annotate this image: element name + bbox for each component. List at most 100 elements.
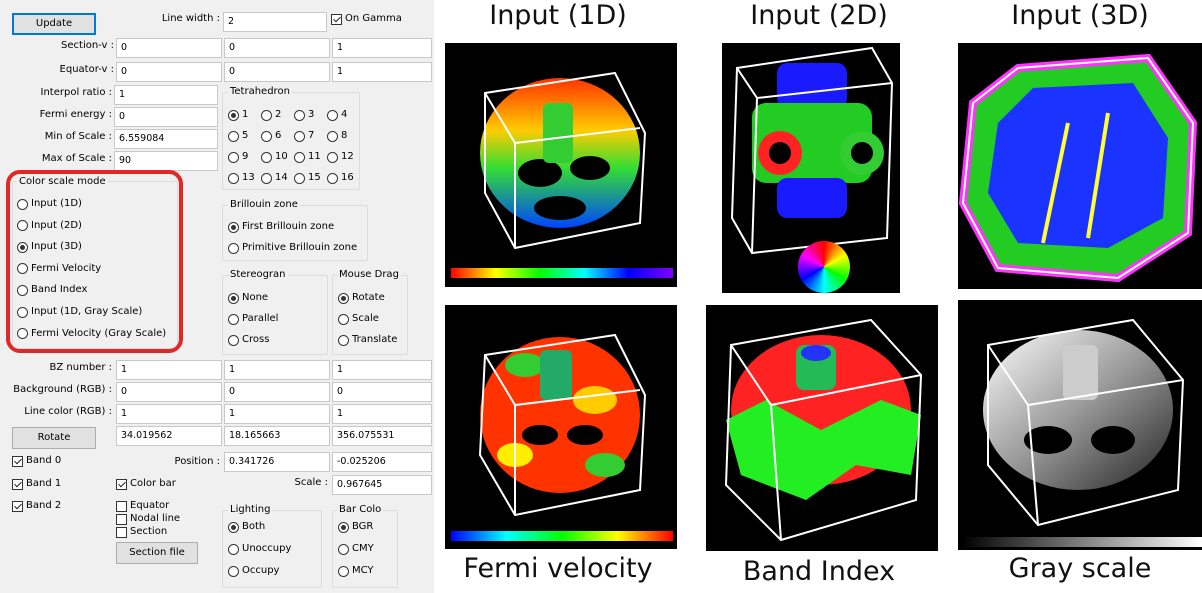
tetrahedron-radio-2[interactable]: 2 xyxy=(261,108,281,122)
checkbox-icon xyxy=(12,500,23,512)
lighting-radio-unoccupy[interactable]: Unoccupy xyxy=(228,542,291,556)
tetrahedron-radio-6[interactable]: 6 xyxy=(261,129,281,143)
brillouin-zone-outline xyxy=(478,333,647,517)
bar-color-option-label: BGR xyxy=(352,521,374,532)
tetrahedron-option-label: 9 xyxy=(242,151,249,162)
lighting-option-label: Both xyxy=(242,521,266,532)
color-bar xyxy=(451,268,673,278)
line-color-g-input[interactable]: 1 xyxy=(224,404,330,424)
band0-checkbox[interactable]: Band 0 xyxy=(12,454,61,468)
mouse-drag-radio-translate[interactable]: Translate xyxy=(338,333,397,347)
lighting-option-label: Occupy xyxy=(242,565,280,576)
bar-color-radio-cmy[interactable]: CMY xyxy=(338,542,374,556)
tetrahedron-radio-8[interactable]: 8 xyxy=(327,129,347,143)
section-file-button[interactable]: Section file xyxy=(116,542,198,564)
figure-input-3d xyxy=(958,43,1202,289)
section-checkbox[interactable]: Section xyxy=(116,525,167,539)
figure-band-index xyxy=(706,305,938,551)
tetrahedron-radio-13[interactable]: 13 xyxy=(228,171,255,185)
background-rgb-label: Background (RGB) : xyxy=(13,384,112,395)
tetrahedron-option-label: 5 xyxy=(242,130,249,141)
rotate-x-input[interactable]: 34.019562 xyxy=(116,426,222,446)
update-button[interactable]: Update xyxy=(12,13,96,35)
min-scale-input[interactable]: 6.559084 xyxy=(114,129,218,149)
radio-icon xyxy=(327,109,338,121)
color-scale-radio-input-1d-gray-scale[interactable]: Input (1D, Gray Scale) xyxy=(17,305,142,319)
band1-checkbox[interactable]: Band 1 xyxy=(12,477,61,491)
equator-v-z-input[interactable]: 1 xyxy=(332,62,432,82)
max-scale-input[interactable]: 90 xyxy=(114,151,218,171)
caption-band-index: Band Index xyxy=(742,556,896,587)
lighting-radio-both[interactable]: Both xyxy=(228,520,265,534)
position-y-input[interactable]: -0.025206 xyxy=(332,452,432,472)
nodal-line-checkbox[interactable]: Nodal line xyxy=(116,512,180,526)
brillouin-radio-first-brillouin-zone[interactable]: First Brillouin zone xyxy=(228,220,334,234)
brillouin-zone-outline xyxy=(724,318,923,542)
mouse-drag-radio-scale[interactable]: Scale xyxy=(338,312,379,326)
color-scale-radio-input-1d[interactable]: Input (1D) xyxy=(17,197,82,211)
tetrahedron-radio-1[interactable]: 1 xyxy=(228,108,248,122)
bz-number-c-input[interactable]: 1 xyxy=(332,360,432,380)
stereogram-radio-none[interactable]: None xyxy=(228,291,268,305)
equator-v-x-input[interactable]: 0 xyxy=(116,62,222,82)
scale-input[interactable]: 0.967645 xyxy=(332,475,432,495)
lighting-radio-occupy[interactable]: Occupy xyxy=(228,564,279,578)
equator-v-y-input[interactable]: 0 xyxy=(224,62,330,82)
tetrahedron-radio-16[interactable]: 16 xyxy=(327,171,354,185)
bar-color-radio-bgr[interactable]: BGR xyxy=(338,520,373,534)
background-b-input[interactable]: 0 xyxy=(332,382,432,402)
background-g-input[interactable]: 0 xyxy=(224,382,330,402)
bz-number-a-input[interactable]: 1 xyxy=(116,360,222,380)
caption-input-2d: Input (2D) xyxy=(750,0,888,31)
section-label: Section xyxy=(130,526,168,537)
section-v-x-input[interactable]: 0 xyxy=(116,38,222,58)
equator-checkbox[interactable]: Equator xyxy=(116,499,169,513)
line-color-b-input[interactable]: 1 xyxy=(332,404,432,424)
tetrahedron-radio-3[interactable]: 3 xyxy=(294,108,314,122)
min-scale-label: Min of Scale : xyxy=(44,131,112,142)
color-scale-title: Color scale mode xyxy=(17,176,108,188)
rotate-z-input[interactable]: 356.075531 xyxy=(332,426,432,446)
position-x-input[interactable]: 0.341726 xyxy=(224,452,330,472)
tetrahedron-radio-9[interactable]: 9 xyxy=(228,150,248,164)
tetrahedron-radio-4[interactable]: 4 xyxy=(327,108,347,122)
line-width-label: Line width : xyxy=(161,13,220,24)
section-v-z-input[interactable]: 1 xyxy=(332,38,432,58)
band2-checkbox[interactable]: Band 2 xyxy=(12,499,61,513)
color-bar-checkbox[interactable]: Color bar xyxy=(116,477,176,491)
brillouin-zone-outline xyxy=(987,318,1185,527)
tetrahedron-radio-7[interactable]: 7 xyxy=(294,129,314,143)
color-scale-radio-fermi-velocity-gray-scale[interactable]: Fermi Velocity (Gray Scale) xyxy=(17,327,166,341)
tetrahedron-radio-5[interactable]: 5 xyxy=(228,129,248,143)
interpol-ratio-input[interactable]: 1 xyxy=(114,85,218,105)
color-scale-option-label: Fermi Velocity xyxy=(31,262,102,274)
stereogram-radio-parallel[interactable]: Parallel xyxy=(228,312,278,326)
caption-fermi-velocity: Fermi velocity xyxy=(463,553,653,584)
line-width-input[interactable]: 2 xyxy=(223,12,327,32)
radio-icon xyxy=(338,292,349,304)
tetrahedron-radio-14[interactable]: 14 xyxy=(261,171,288,185)
line-color-r-input[interactable]: 1 xyxy=(116,404,222,424)
color-scale-radio-band-index[interactable]: Band Index xyxy=(17,283,87,297)
section-v-y-input[interactable]: 0 xyxy=(224,38,330,58)
figure-fermi-velocity xyxy=(445,305,677,549)
figure-input-1d xyxy=(445,43,677,287)
tetrahedron-radio-12[interactable]: 12 xyxy=(327,150,354,164)
bz-number-b-input[interactable]: 1 xyxy=(224,360,330,380)
color-scale-radio-input-3d[interactable]: Input (3D) xyxy=(17,240,82,254)
radio-icon xyxy=(228,109,239,121)
color-scale-radio-input-2d[interactable]: Input (2D) xyxy=(17,219,82,233)
background-r-input[interactable]: 0 xyxy=(116,382,222,402)
tetrahedron-radio-11[interactable]: 11 xyxy=(294,150,321,164)
stereogram-radio-cross[interactable]: Cross xyxy=(228,333,269,347)
bar-color-radio-mcy[interactable]: MCY xyxy=(338,564,374,578)
rotate-button[interactable]: Rotate xyxy=(12,427,96,449)
brillouin-radio-primitive-brillouin-zone[interactable]: Primitive Brillouin zone xyxy=(228,241,357,255)
rotate-y-input[interactable]: 18.165663 xyxy=(224,426,330,446)
fermi-energy-input[interactable]: 0 xyxy=(114,107,218,127)
mouse-drag-radio-rotate[interactable]: Rotate xyxy=(338,291,385,305)
tetrahedron-radio-10[interactable]: 10 xyxy=(261,150,288,164)
tetrahedron-radio-15[interactable]: 15 xyxy=(294,171,321,185)
on-gamma-checkbox[interactable]: On Gamma xyxy=(331,12,402,26)
color-scale-radio-fermi-velocity[interactable]: Fermi Velocity xyxy=(17,262,101,276)
